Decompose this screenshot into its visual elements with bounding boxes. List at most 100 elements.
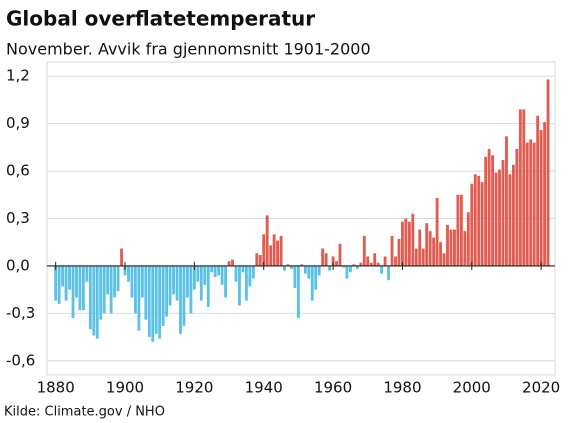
bar	[241, 265, 245, 273]
bar	[130, 265, 134, 298]
bar	[369, 262, 373, 266]
bar	[321, 248, 325, 266]
bar	[477, 175, 481, 266]
bar	[397, 239, 401, 266]
bar	[383, 256, 387, 266]
bar	[307, 265, 311, 279]
bar	[127, 265, 130, 282]
bar	[144, 265, 148, 320]
bar	[310, 265, 314, 301]
bar	[279, 235, 283, 266]
bar	[231, 259, 234, 266]
bar	[352, 264, 356, 266]
bar	[186, 265, 189, 298]
bar	[290, 265, 293, 270]
bar	[269, 245, 273, 266]
bar	[418, 229, 422, 266]
bar	[88, 265, 92, 330]
bar	[95, 265, 99, 339]
bar	[102, 265, 106, 314]
bar	[165, 265, 169, 317]
bar	[244, 265, 248, 301]
bar	[151, 265, 155, 342]
bar	[421, 248, 425, 266]
bar	[442, 253, 446, 266]
bar	[158, 265, 162, 339]
bar	[432, 237, 436, 266]
bar	[113, 265, 117, 298]
bar	[168, 265, 172, 306]
bar	[224, 265, 228, 298]
y-tick-label: 0,3	[6, 209, 30, 227]
bar	[453, 229, 456, 266]
bar	[511, 164, 515, 266]
bar	[407, 221, 411, 266]
bar	[57, 265, 61, 304]
bar	[404, 218, 408, 266]
chart-subtitle: November. Avvik fra gjennomsnitt 1901-20…	[6, 40, 371, 59]
bar	[376, 262, 380, 266]
x-tick-label: 1880	[37, 379, 75, 397]
bar	[522, 109, 526, 266]
chart-title: Global overflatetemperatur	[6, 7, 315, 31]
bar	[508, 174, 512, 266]
bar	[366, 256, 370, 266]
bar	[348, 265, 352, 273]
bar	[255, 253, 259, 266]
y-tick-label: -0,6	[6, 351, 35, 369]
x-tick-label: 1900	[106, 379, 144, 397]
bar	[123, 265, 127, 276]
bar	[258, 254, 262, 266]
bar	[85, 265, 89, 282]
x-tick-label: 2020	[522, 379, 560, 397]
bar	[435, 197, 439, 266]
bar	[525, 142, 529, 266]
bar	[203, 265, 207, 285]
bar	[172, 265, 175, 295]
bar	[546, 79, 550, 266]
bar	[161, 265, 165, 326]
bar	[543, 122, 547, 266]
bar	[137, 265, 141, 331]
bar	[539, 129, 543, 266]
bar	[189, 265, 193, 314]
bar	[99, 265, 103, 320]
bar	[536, 115, 540, 266]
bar	[210, 265, 214, 273]
bar	[68, 265, 71, 290]
bar	[401, 221, 404, 266]
bar	[331, 256, 335, 266]
bar	[283, 265, 286, 271]
bar	[359, 262, 363, 266]
bar	[238, 265, 241, 306]
bar	[345, 265, 349, 279]
bar	[192, 265, 196, 290]
x-tick-label: 1920	[175, 379, 213, 397]
bar	[199, 265, 203, 301]
bar	[484, 156, 488, 266]
bar	[446, 224, 449, 266]
bar	[248, 265, 252, 287]
bar	[227, 261, 231, 266]
x-tick-label: 1960	[314, 379, 352, 397]
bar	[459, 194, 463, 266]
bar	[78, 265, 82, 311]
bar	[265, 215, 269, 266]
y-tick-label: 0,0	[6, 256, 30, 274]
bar	[220, 265, 224, 285]
bar	[61, 265, 65, 287]
bar	[362, 235, 366, 266]
bar	[439, 242, 442, 266]
bar	[456, 194, 460, 266]
bar	[109, 265, 113, 314]
y-tick-label: 0,9	[6, 114, 30, 132]
bar	[106, 265, 110, 295]
bar	[300, 264, 304, 266]
bar	[324, 253, 328, 266]
bar	[234, 265, 238, 282]
y-tick-label: 0,6	[6, 162, 30, 180]
bar	[505, 136, 508, 266]
bar	[251, 265, 255, 279]
bar	[494, 172, 498, 266]
